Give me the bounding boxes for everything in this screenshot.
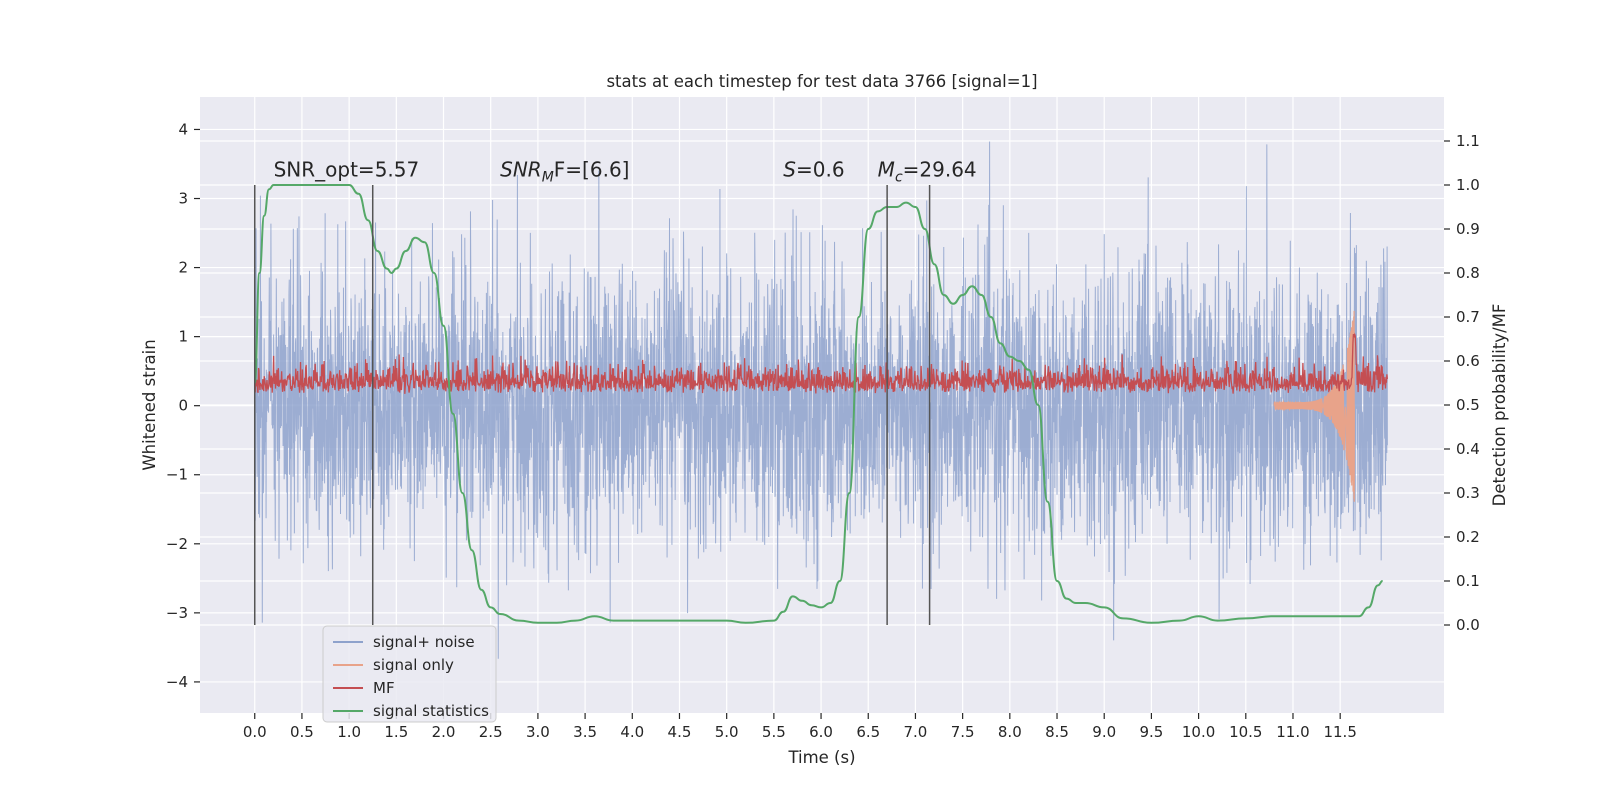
- y-left-axis-label: Whitened strain: [140, 339, 159, 470]
- y-right-tick-label: 0.6: [1456, 352, 1480, 370]
- x-tick-label: 7.0: [904, 723, 928, 741]
- y-left-tick-label: −3: [166, 604, 188, 622]
- x-tick-label: 2.5: [479, 723, 503, 741]
- y-left-tick-label: 2: [178, 259, 188, 277]
- y-left-tick-label: 3: [178, 190, 188, 208]
- x-tick-label: 6.0: [809, 723, 833, 741]
- annotation-label: Mc=29.64: [878, 158, 977, 186]
- legend: signal+ noise signal only MF signal statist…: [322, 625, 497, 723]
- x-tick-label: 10.5: [1229, 723, 1262, 741]
- annotation-label: SNRMF=[6.6]: [500, 158, 629, 186]
- x-tick-label: 4.0: [620, 723, 644, 741]
- y-left-tick-label: −4: [166, 673, 188, 691]
- y-right-tick-label: 0.9: [1456, 220, 1480, 238]
- x-tick-label: 11.0: [1276, 723, 1309, 741]
- y-right-tick-label: 0.7: [1456, 308, 1480, 326]
- annotation-main: M: [878, 158, 895, 182]
- x-tick-label: 5.5: [762, 723, 786, 741]
- y-right-tick-label: 0.5: [1456, 396, 1480, 414]
- legend-label: signal only: [373, 656, 454, 674]
- annotation-label: SNR_opt=5.57: [274, 158, 420, 182]
- annotation-tail: =29.64: [903, 158, 977, 182]
- y-left-tick-label: −2: [166, 535, 188, 553]
- x-tick-label: 8.5: [1045, 723, 1069, 741]
- legend-label: signal+ noise: [373, 633, 475, 651]
- x-tick-label: 1.0: [337, 723, 361, 741]
- annotation-tail: =0.6: [796, 158, 845, 182]
- x-tick-label: 0.5: [290, 723, 314, 741]
- annotation-sub: c: [895, 170, 903, 186]
- series-signal-noise: [254, 141, 1388, 659]
- x-tick-label: 2.0: [432, 723, 456, 741]
- plot-content: [253, 141, 1389, 659]
- series-signal-statistics: [253, 184, 1383, 624]
- x-tick-label: 9.0: [1092, 723, 1116, 741]
- x-tick-label: 1.5: [384, 723, 408, 741]
- y-right-tick-label: 0.1: [1456, 572, 1480, 590]
- y-left-tick-label: −1: [166, 466, 188, 484]
- axes: 0.0 0.5 1.0 1.5 2.0 2.5 3.0 3.5 4.0 4.5 5.0 5.5 6.0 6…: [166, 120, 1480, 741]
- y-left-tick-label: 0: [178, 397, 188, 415]
- y-right-tick-label: 0.3: [1456, 484, 1480, 502]
- annotation-tail: F=[6.6]: [554, 158, 630, 182]
- y-right-tick-label: 0.0: [1456, 616, 1480, 634]
- x-tick-label: 9.5: [1139, 723, 1163, 741]
- x-tick-label: 7.5: [951, 723, 975, 741]
- legend-label: signal statistics: [373, 702, 489, 720]
- legend-label: MF: [373, 679, 395, 697]
- x-tick-label: 10.0: [1182, 723, 1215, 741]
- annotation-label: S=0.6: [783, 158, 844, 182]
- x-axis-label: Time (s): [787, 748, 855, 767]
- y-right-tick-label: 0.4: [1456, 440, 1480, 458]
- vertical-markers: [253, 185, 931, 625]
- y-right-tick-label: 0.8: [1456, 264, 1480, 282]
- x-tick-label: 11.5: [1323, 723, 1356, 741]
- x-tick-label: 5.0: [715, 723, 739, 741]
- x-tick-label: 3.0: [526, 723, 550, 741]
- y-left-tick-label: 4: [178, 120, 188, 138]
- y-right-tick-label: 1.0: [1456, 176, 1480, 194]
- series-signal-only: [1273, 310, 1355, 502]
- x-tick-label: 3.5: [573, 723, 597, 741]
- annotation-main: S: [783, 158, 796, 182]
- x-tick-label: 8.0: [998, 723, 1022, 741]
- x-tick-label: 4.5: [668, 723, 692, 741]
- y-right-axis-label: Detection probability/MF: [1490, 304, 1509, 507]
- legend-box: [322, 625, 497, 723]
- y-right-tick-label: 1.1: [1456, 132, 1480, 150]
- x-tick-label: 0.0: [243, 723, 267, 741]
- annotation-main: SNR: [500, 158, 542, 182]
- y-left-tick-label: 1: [178, 328, 188, 346]
- chart-title: stats at each timestep for test data 376…: [606, 72, 1037, 91]
- annotations: SNR_opt=5.57 SNRMF=[6.6] S=0.6 Mc=29.64: [274, 158, 977, 186]
- x-tick-label: 6.5: [856, 723, 880, 741]
- y-right-tick-label: 0.2: [1456, 528, 1480, 546]
- series-mf: [254, 332, 1389, 394]
- annotation-sub: M: [542, 170, 554, 186]
